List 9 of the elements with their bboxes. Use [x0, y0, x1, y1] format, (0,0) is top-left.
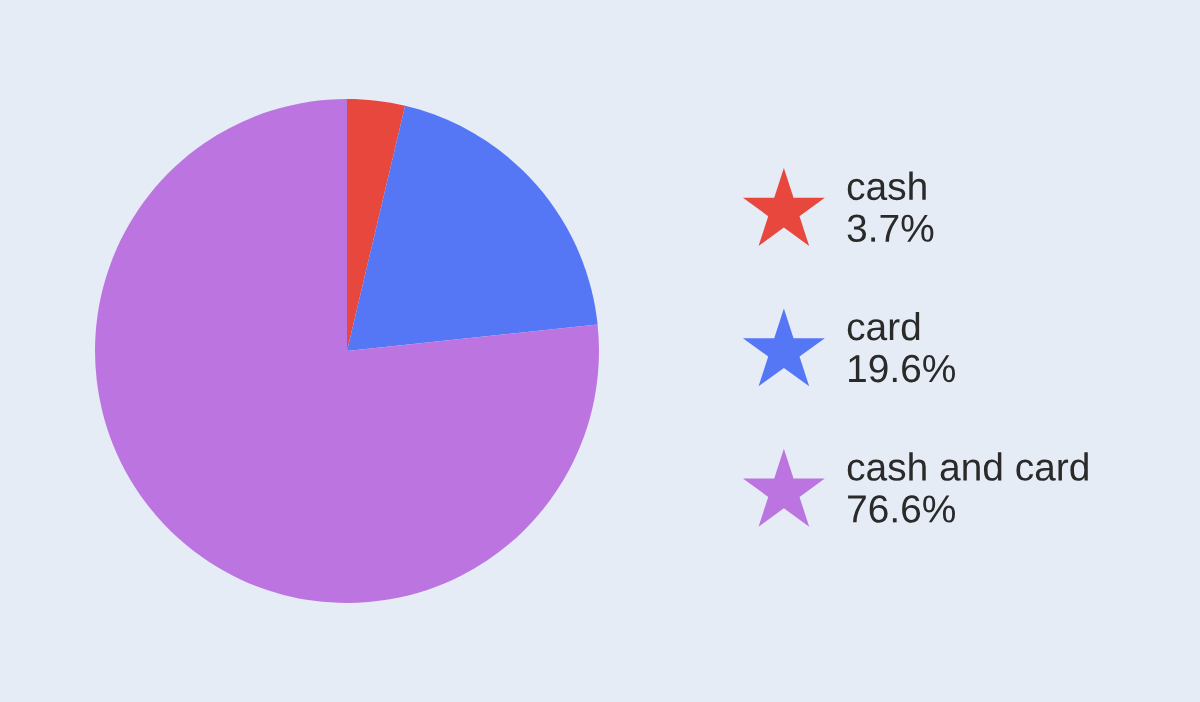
data-label: 3.7%: [847, 214, 934, 243]
data-label: 76.6%: [848, 495, 955, 523]
legend-label: cash: [847, 171, 926, 201]
pie-slice: [347, 105, 598, 351]
data-label: 19.6%: [849, 354, 955, 383]
pie-slice: [347, 99, 406, 351]
pie-slice: [95, 99, 599, 603]
legend-label: card: [847, 311, 920, 341]
legend-label: cash and card: [847, 452, 1088, 481]
